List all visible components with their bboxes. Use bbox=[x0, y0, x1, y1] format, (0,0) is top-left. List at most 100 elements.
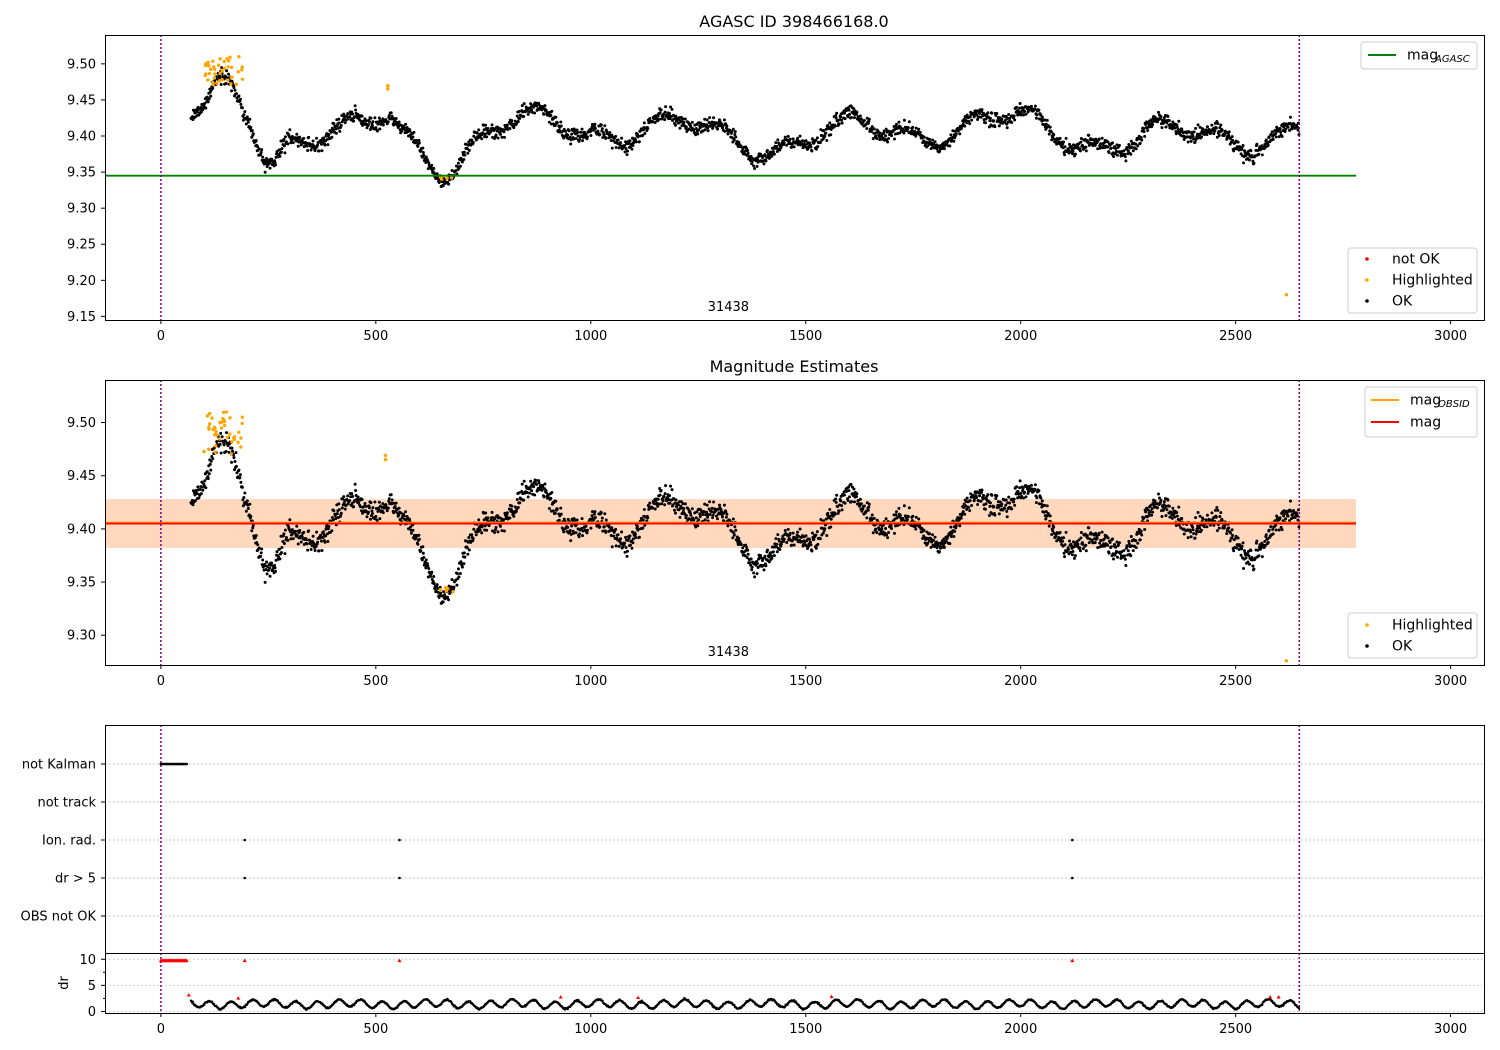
ok-point bbox=[1035, 113, 1039, 117]
ok-point bbox=[786, 134, 790, 138]
ok-point bbox=[274, 163, 278, 167]
ok-point bbox=[1192, 137, 1196, 141]
ok-point bbox=[619, 141, 623, 145]
ok-point bbox=[366, 510, 370, 514]
ok-point bbox=[1196, 511, 1200, 515]
ok-point bbox=[191, 503, 195, 507]
ok-point bbox=[447, 598, 451, 602]
ok-point bbox=[460, 565, 464, 569]
ok-point bbox=[796, 530, 800, 534]
ok-point bbox=[815, 530, 819, 534]
ok-point bbox=[572, 137, 576, 141]
ok-point bbox=[1004, 498, 1008, 502]
ok-point bbox=[1143, 527, 1147, 531]
ok-point bbox=[1180, 516, 1184, 520]
ok-point bbox=[291, 537, 295, 541]
ok-point bbox=[1045, 118, 1049, 122]
y-tick-label: 9.30 bbox=[67, 202, 96, 217]
ok-point bbox=[302, 530, 306, 534]
ok-point bbox=[1078, 546, 1082, 550]
ok-point bbox=[635, 524, 639, 528]
ok-point bbox=[1129, 554, 1133, 558]
ok-point bbox=[354, 108, 358, 112]
ok-point bbox=[690, 507, 694, 511]
ok-point bbox=[848, 495, 852, 499]
ok-point bbox=[818, 141, 822, 145]
ok-point bbox=[961, 510, 965, 514]
ok-point bbox=[1229, 137, 1233, 141]
ok-point bbox=[839, 115, 843, 119]
ok-point bbox=[1096, 147, 1100, 151]
ok-point bbox=[670, 488, 674, 492]
ok-point bbox=[785, 143, 789, 147]
ok-point bbox=[338, 129, 342, 133]
ok-point bbox=[326, 540, 330, 544]
ok-point bbox=[1063, 153, 1067, 157]
ok-point bbox=[1095, 536, 1099, 540]
ok-point bbox=[932, 539, 936, 543]
ok-point bbox=[889, 524, 893, 528]
x-tick-label: 3000 bbox=[1434, 329, 1467, 344]
ok-point bbox=[589, 526, 593, 530]
ok-point bbox=[1100, 530, 1104, 534]
ok-point bbox=[1180, 127, 1184, 131]
ok-point bbox=[463, 555, 467, 559]
ok-point bbox=[342, 112, 346, 116]
ok-point bbox=[257, 147, 261, 151]
y-tick-label: 9.50 bbox=[67, 57, 96, 72]
ok-point bbox=[995, 494, 999, 498]
ok-point bbox=[234, 464, 238, 468]
ok-point bbox=[601, 135, 605, 139]
ok-point bbox=[694, 516, 698, 520]
ok-point bbox=[716, 517, 720, 521]
ok-point bbox=[581, 534, 585, 538]
ok-point bbox=[498, 524, 502, 528]
ok-point bbox=[656, 114, 660, 118]
highlighted-point bbox=[222, 66, 227, 71]
ok-point bbox=[551, 509, 555, 513]
ok-point bbox=[365, 515, 369, 519]
ok-point bbox=[952, 139, 956, 143]
ok-point bbox=[750, 565, 754, 569]
ok-point bbox=[968, 509, 972, 513]
ok-point bbox=[668, 111, 672, 115]
ok-point bbox=[1212, 132, 1216, 136]
ok-point bbox=[855, 492, 859, 496]
ok-point bbox=[316, 540, 320, 544]
ok-point bbox=[620, 136, 624, 140]
ok-point bbox=[1048, 514, 1052, 518]
highlighted-point bbox=[212, 76, 217, 80]
ok-point bbox=[273, 566, 277, 570]
ok-point bbox=[814, 546, 818, 550]
ok-point bbox=[417, 537, 421, 541]
ok-point bbox=[772, 152, 776, 156]
ok-point bbox=[697, 518, 701, 522]
ok-point bbox=[237, 94, 241, 98]
legend-point-swatch bbox=[1365, 278, 1369, 282]
ok-point bbox=[631, 541, 635, 545]
ok-point bbox=[1191, 525, 1195, 529]
ok-point bbox=[656, 497, 660, 501]
ok-point bbox=[986, 493, 990, 497]
ok-point bbox=[289, 537, 293, 541]
ok-point bbox=[764, 159, 768, 163]
ok-point bbox=[1205, 133, 1209, 137]
ok-point bbox=[1260, 153, 1264, 157]
ok-point bbox=[1156, 506, 1160, 510]
ok-point bbox=[852, 500, 856, 504]
ok-point bbox=[337, 502, 341, 506]
ok-point bbox=[843, 117, 847, 121]
ok-point bbox=[455, 572, 459, 576]
ok-point bbox=[862, 118, 866, 122]
ok-point bbox=[273, 160, 277, 164]
ok-point bbox=[1037, 108, 1041, 112]
ok-point bbox=[681, 117, 685, 121]
ok-point bbox=[1230, 528, 1234, 532]
ok-point bbox=[244, 122, 248, 126]
ok-point bbox=[1175, 514, 1179, 518]
ok-point bbox=[763, 554, 767, 558]
ok-point bbox=[689, 125, 693, 129]
ok-point bbox=[389, 493, 393, 497]
ok-point bbox=[399, 511, 403, 515]
ok-point bbox=[1160, 515, 1164, 519]
